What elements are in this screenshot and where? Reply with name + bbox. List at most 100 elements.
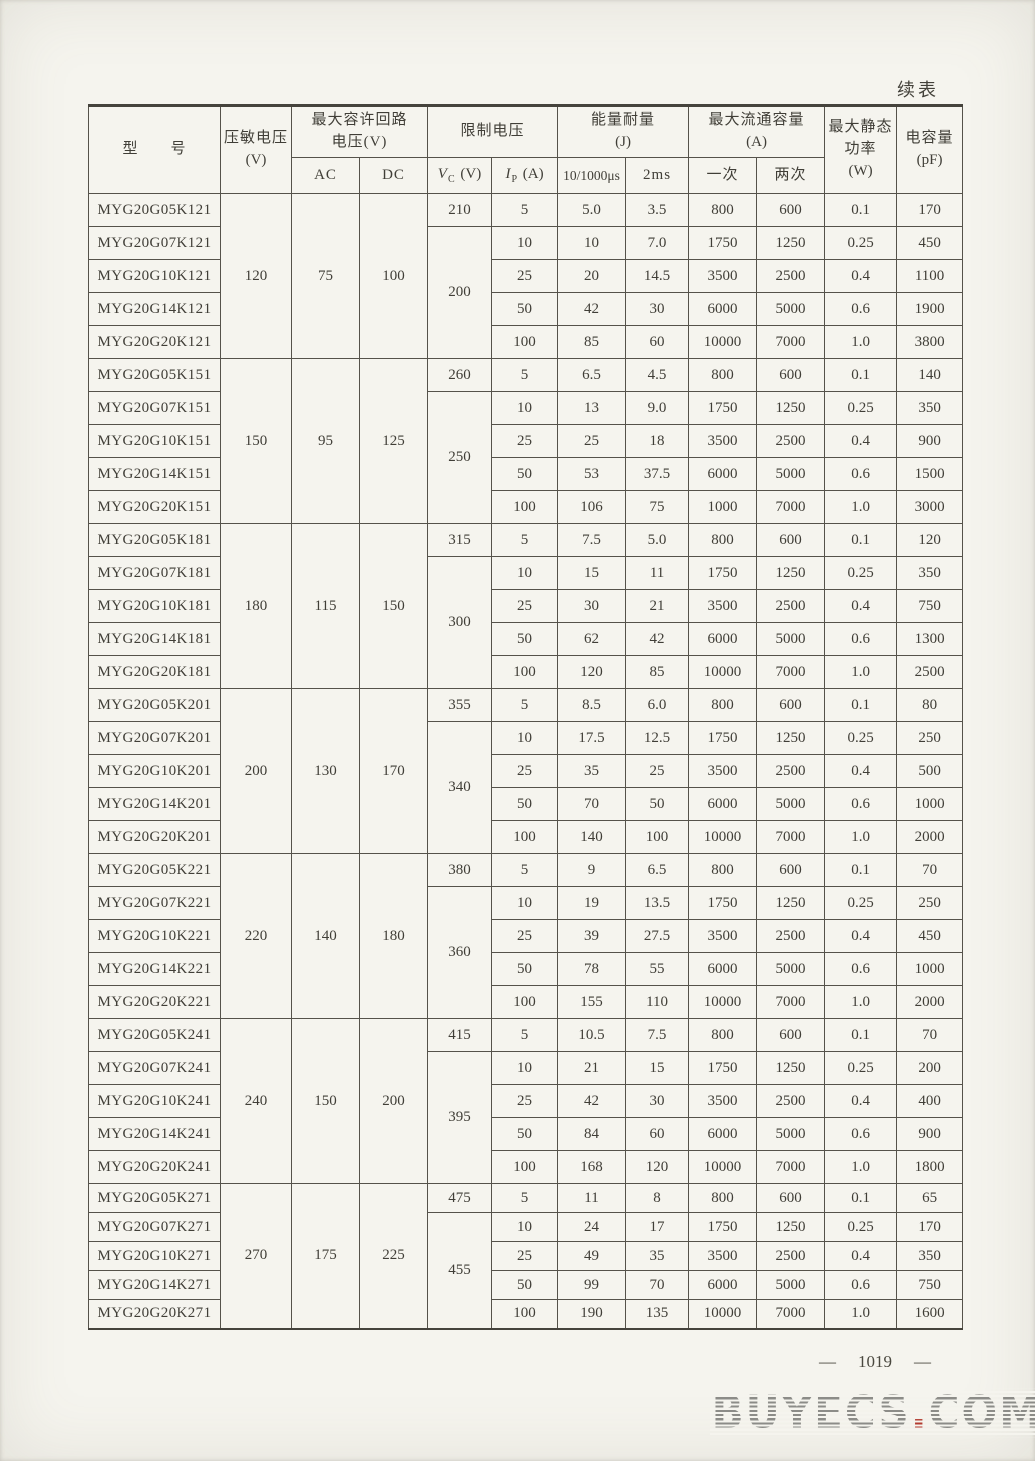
- cell-energy-10-1000us: 8.5: [557, 688, 627, 722]
- continued-table-label: 续表: [897, 80, 939, 100]
- cell-surge-twice: 1250: [756, 226, 826, 260]
- cell-surge-twice: 7000: [756, 325, 826, 359]
- cell-energy-2ms: 7.5: [625, 1018, 690, 1052]
- cell-surge-twice: 1250: [756, 391, 826, 425]
- cell-surge-twice: 600: [756, 1018, 826, 1052]
- cell-capacitance: 900: [896, 1117, 964, 1151]
- cell-energy-2ms: 13.5: [625, 886, 690, 920]
- cell-energy-10-1000us: 120: [557, 655, 627, 689]
- header-surge-twice: 两次: [756, 157, 826, 194]
- cell-energy-10-1000us: 7.5: [557, 523, 627, 557]
- cell-energy-10-1000us: 20: [557, 259, 627, 293]
- table-row: MYG20G20K271 100 190 135 10000 7000 1.0 1600: [88, 1299, 964, 1329]
- cell-varistor-voltage: 180: [220, 523, 292, 689]
- cell-surge-twice: 5000: [756, 1117, 826, 1151]
- cell-ac-voltage: 75: [291, 193, 360, 359]
- cell-model: MYG20G10K221: [88, 919, 221, 953]
- cell-model: MYG20G14K151: [88, 457, 221, 491]
- cell-static-power: 0.1: [824, 523, 898, 557]
- table-row: MYG20G14K151 50 53 37.5 6000 5000 0.6 1500: [88, 457, 964, 491]
- cell-surge-once: 6000: [688, 952, 758, 986]
- table-row: MYG20G05K181 180 115 150 315 5 7.5 5.0 800 600 0.1…: [88, 523, 964, 689]
- cell-surge-once: 10000: [688, 985, 758, 1019]
- cell-model: MYG20G05K181: [88, 523, 221, 557]
- cell-static-power: 1.0: [824, 820, 898, 854]
- table-row: MYG20G10K121 25 20 14.5 3500 2500 0.4 1100: [88, 259, 964, 293]
- cell-surge-twice: 1250: [756, 556, 826, 590]
- cell-surge-once: 3500: [688, 754, 758, 788]
- cell-energy-2ms: 110: [625, 985, 690, 1019]
- cell-surge-twice: 2500: [756, 259, 826, 293]
- header-model: 型 号: [88, 105, 221, 194]
- cell-energy-2ms: 60: [625, 1117, 690, 1151]
- cell-model: MYG20G20K121: [88, 325, 221, 359]
- cell-model: MYG20G07K121: [88, 226, 221, 260]
- cell-capacitance: 70: [896, 853, 964, 887]
- cell-surge-twice: 600: [756, 853, 826, 887]
- cell-peak-current-ip: 5: [491, 523, 559, 557]
- cell-capacitance: 450: [896, 919, 964, 953]
- cell-limit-voltage-vc: 380: [427, 853, 493, 887]
- cell-surge-once: 10000: [688, 1299, 758, 1329]
- cell-capacitance: 3000: [896, 490, 964, 524]
- cell-model: MYG20G07K241: [88, 1051, 221, 1085]
- header-surge-once: 一次: [688, 157, 758, 194]
- cell-capacitance: 400: [896, 1084, 964, 1118]
- cell-energy-10-1000us: 15: [557, 556, 627, 590]
- page-number-dash-right: —: [914, 1352, 931, 1371]
- watermark-dot: .: [910, 1386, 929, 1439]
- table-row: MYG20G10K181 25 30 21 3500 2500 0.4 750: [88, 589, 964, 623]
- cell-limit-voltage-vc: 395: [427, 1051, 493, 1184]
- cell-surge-once: 3500: [688, 1241, 758, 1271]
- cell-static-power: 0.1: [824, 1018, 898, 1052]
- cell-energy-10-1000us: 106: [557, 490, 627, 524]
- cell-model: MYG20G07K271: [88, 1212, 221, 1242]
- cell-peak-current-ip: 25: [491, 1241, 559, 1271]
- cell-capacitance: 900: [896, 424, 964, 458]
- cell-static-power: 1.0: [824, 1299, 898, 1329]
- cell-energy-10-1000us: 30: [557, 589, 627, 623]
- cell-model: MYG20G10K181: [88, 589, 221, 623]
- cell-energy-2ms: 50: [625, 787, 690, 821]
- cell-model: MYG20G14K181: [88, 622, 221, 656]
- cell-energy-10-1000us: 155: [557, 985, 627, 1019]
- cell-model: MYG20G20K221: [88, 985, 221, 1019]
- cell-surge-once: 6000: [688, 787, 758, 821]
- header-vc: VC (V): [427, 157, 493, 194]
- cell-peak-current-ip: 25: [491, 919, 559, 953]
- cell-dc-voltage: 170: [358, 688, 429, 854]
- cell-surge-twice: 7000: [756, 490, 826, 524]
- cell-surge-twice: 1250: [756, 1212, 826, 1242]
- cell-peak-current-ip: 10: [491, 1051, 559, 1085]
- cell-energy-2ms: 9.0: [625, 391, 690, 425]
- cell-surge-once: 1750: [688, 1212, 758, 1242]
- cell-static-power: 0.4: [824, 1084, 898, 1118]
- cell-capacitance: 750: [896, 1270, 964, 1300]
- cell-peak-current-ip: 5: [491, 853, 559, 887]
- cell-static-power: 0.6: [824, 622, 898, 656]
- cell-static-power: 0.4: [824, 919, 898, 953]
- cell-limit-voltage-vc: 200: [427, 226, 493, 359]
- cell-static-power: 0.25: [824, 1212, 898, 1242]
- cell-static-power: 0.6: [824, 457, 898, 491]
- cell-model: MYG20G07K151: [88, 391, 221, 425]
- cell-surge-twice: 2500: [756, 1241, 826, 1271]
- table-row: MYG20G05K201 200 130 170 355 5 8.5 6.0 800 600 0.1…: [88, 688, 964, 854]
- cell-model: MYG20G14K221: [88, 952, 221, 986]
- cell-energy-2ms: 3.5: [625, 193, 690, 227]
- cell-surge-once: 10000: [688, 655, 758, 689]
- cell-energy-10-1000us: 10.5: [557, 1018, 627, 1052]
- cell-peak-current-ip: 100: [491, 325, 559, 359]
- cell-peak-current-ip: 50: [491, 1270, 559, 1300]
- cell-static-power: 1.0: [824, 985, 898, 1019]
- header-energy-2ms: 2ms: [625, 157, 690, 194]
- cell-energy-10-1000us: 84: [557, 1117, 627, 1151]
- watermark-suffix: COM: [928, 1386, 1035, 1439]
- cell-model: MYG20G05K271: [88, 1183, 221, 1213]
- cell-surge-once: 10000: [688, 820, 758, 854]
- cell-surge-twice: 600: [756, 688, 826, 722]
- cell-surge-once: 3500: [688, 919, 758, 953]
- cell-surge-once: 1750: [688, 721, 758, 755]
- cell-energy-10-1000us: 5.0: [557, 193, 627, 227]
- cell-energy-2ms: 6.0: [625, 688, 690, 722]
